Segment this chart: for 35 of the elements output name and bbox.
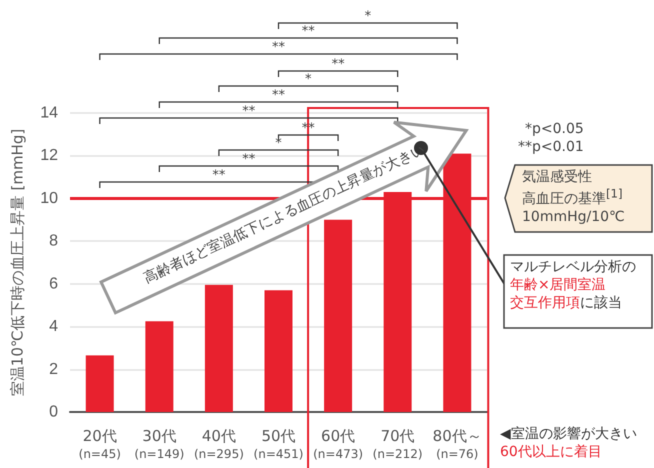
text: ** <box>332 57 345 72</box>
y-tick-label: 12 <box>40 147 58 164</box>
x-tick-label: 80代～ (n=76) <box>432 427 482 461</box>
annotation: ** <box>242 152 256 167</box>
x-tick-label: 40代 (n=295) <box>194 427 244 461</box>
bar <box>145 321 174 412</box>
x-tick-label: 30代 (n=149) <box>134 427 184 461</box>
x-tick-label: 70代 (n=212) <box>372 427 423 461</box>
text: マルチレベル分析の年齢×居間室温交互作用項に該当 <box>510 259 636 312</box>
x-tick-label: 50代 (n=451) <box>254 427 304 461</box>
y-tick-label: 4 <box>49 318 58 336</box>
ref-line-label: 気温感受性高血圧の基準$^{[1]}$ 10mmHg/10℃ <box>522 169 625 226</box>
text: *p<0.05 **p<0.01 <box>518 121 584 156</box>
bar <box>264 290 292 412</box>
x-tick-label: 60代 (n=473) <box>313 427 364 461</box>
text: * <box>305 72 312 87</box>
y-tick-label: 8 <box>49 232 58 250</box>
y-tick-label: 0 <box>49 404 58 420</box>
text: ** <box>272 88 285 103</box>
y-tick-label: 2 <box>49 360 58 378</box>
y-tick-label: 6 <box>49 275 58 292</box>
bar <box>204 284 233 412</box>
y-tick-label: 14 <box>40 104 58 122</box>
text: * <box>364 9 372 24</box>
text: ** <box>272 40 285 55</box>
annotation: ** <box>212 168 226 183</box>
text: ** <box>302 24 315 39</box>
bar <box>86 355 114 412</box>
x-tick-label: 20代 (n=45) <box>78 427 121 461</box>
annotation: ** <box>242 104 256 119</box>
bar <box>324 220 352 412</box>
annotation: * <box>275 136 282 151</box>
text: ◀室温の影響が大きい 60代以上に着目 <box>500 426 637 460</box>
y-axis-title: 室温10℃低下時の血圧上昇量 [mmHg] <box>8 128 26 396</box>
y-tick-label: 10 <box>40 190 58 207</box>
